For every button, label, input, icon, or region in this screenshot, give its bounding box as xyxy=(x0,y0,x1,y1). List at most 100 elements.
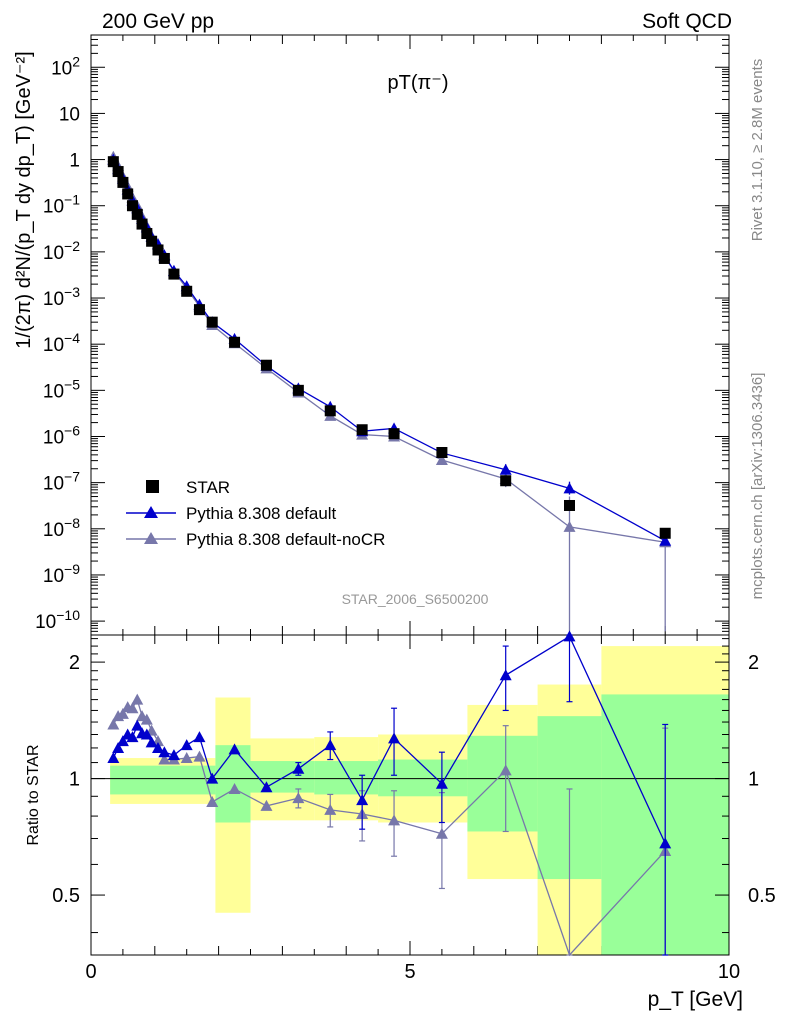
ratio-marker xyxy=(206,795,219,807)
ratio-tick-label-left: 0.5 xyxy=(52,885,80,907)
ratio-marker xyxy=(107,718,120,730)
ratio-tick-label-right: 2 xyxy=(748,652,759,674)
ratio-marker xyxy=(260,799,273,811)
data-marker xyxy=(292,384,304,396)
data-marker xyxy=(500,475,512,487)
y-tick-label: 10−8 xyxy=(43,515,80,541)
x-tick-label: 5 xyxy=(404,961,415,983)
ratio-tick-label-right: 1 xyxy=(748,769,759,791)
ratio-marker xyxy=(292,792,305,804)
y-tick-label: 10−6 xyxy=(43,422,80,448)
x-tick-label: 0 xyxy=(85,961,96,983)
data-marker xyxy=(193,304,205,316)
ratio-marker xyxy=(116,707,129,719)
ratio-marker xyxy=(151,741,164,753)
series-marker xyxy=(563,520,576,532)
ratio-marker xyxy=(324,803,337,815)
plot-title: pT(π⁻) xyxy=(387,72,448,94)
legend-marker-star xyxy=(146,480,159,493)
y-tick-label: 1 xyxy=(69,151,80,172)
data-marker xyxy=(324,405,336,417)
series-marker xyxy=(659,534,672,546)
ratio-marker xyxy=(260,781,273,793)
x-axis-label: p_T [GeV] xyxy=(648,988,743,1011)
main-panel: 10−10 10−9 10−8 10−7 10−6 10−5 10−4 10−3 10−2 10−… xyxy=(35,34,730,955)
y-tick-label: 10 xyxy=(59,104,80,125)
ratio-marker xyxy=(180,752,193,764)
ratio-marker xyxy=(140,713,153,725)
uncertainty-band-green xyxy=(467,735,538,832)
y-tick-label: 102 xyxy=(51,53,80,79)
ratio-marker xyxy=(292,762,305,774)
ratio-marker xyxy=(112,741,125,753)
ratio-marker xyxy=(388,732,401,744)
ratio-panel: 0 5 10 0.5 0.5 1 1 2 2 xyxy=(52,630,776,983)
ratio-tick-label-left: 1 xyxy=(69,769,80,791)
ratio-marker xyxy=(193,731,206,743)
ratio-marker xyxy=(435,777,448,789)
y-tick-label: 10−7 xyxy=(43,469,80,495)
ratio-marker xyxy=(206,772,219,784)
ratio-marker xyxy=(324,739,337,751)
data-marker xyxy=(117,176,129,188)
ratio-frame xyxy=(90,634,730,956)
data-marker xyxy=(356,424,368,436)
data-marker xyxy=(152,244,164,256)
ratio-marker xyxy=(107,752,120,764)
legend: STAR Pythia 8.308 default Pythia 8.308 d… xyxy=(126,478,385,549)
data-marker xyxy=(158,252,170,264)
header-right: Soft QCD xyxy=(642,10,732,33)
data-marker xyxy=(146,235,158,247)
y-tick-label: 10−4 xyxy=(43,330,80,356)
ratio-tick-label-left: 2 xyxy=(69,652,80,674)
legend-label-default: Pythia 8.308 default xyxy=(186,504,337,523)
ratio-marker xyxy=(499,669,512,681)
analysis-label: STAR_2006_S6500200 xyxy=(342,591,489,607)
uncertainty-band-green xyxy=(314,761,379,795)
data-marker xyxy=(181,285,193,297)
ratio-marker xyxy=(228,743,241,755)
y-tick-label: 10−5 xyxy=(43,376,80,402)
data-marker xyxy=(126,200,138,212)
legend-marker-nocr xyxy=(144,532,158,544)
data-marker xyxy=(436,446,448,458)
data-marker xyxy=(388,428,400,440)
mcplots-label: mcplots.cern.ch [arXiv:1306.3436] xyxy=(749,373,766,600)
data-marker xyxy=(564,499,575,511)
ratio-marker xyxy=(145,736,158,748)
y-tick-label: 10−9 xyxy=(43,561,80,587)
series-marker xyxy=(499,463,512,475)
data-marker xyxy=(659,527,671,539)
uncertainty-band-green xyxy=(110,765,216,795)
ratio-marker xyxy=(167,749,180,761)
ratio-marker xyxy=(180,739,193,751)
uncertainty-band-green xyxy=(215,745,251,823)
ratio-marker xyxy=(659,837,672,849)
ratio-marker xyxy=(388,814,401,826)
series-marker xyxy=(435,453,448,465)
uncertainty-band-green xyxy=(250,761,315,793)
data-marker xyxy=(136,218,148,230)
data-marker xyxy=(206,316,218,328)
data-marker xyxy=(141,228,153,240)
data-marker xyxy=(131,208,143,220)
data-marker xyxy=(122,188,134,200)
ratio-marker xyxy=(116,735,129,747)
ratio-marker xyxy=(499,764,512,776)
ratio-marker xyxy=(158,746,171,758)
ratio-axis-label: Ratio to STAR xyxy=(25,744,42,845)
ratio-marker xyxy=(435,827,448,839)
header-left: 200 GeV pp xyxy=(102,10,214,33)
data-marker xyxy=(112,166,124,178)
ratio-marker xyxy=(356,794,369,806)
ratio-marker xyxy=(193,750,206,762)
ratio-tick-label-right: 0.5 xyxy=(748,885,776,907)
legend-marker-default xyxy=(144,506,158,518)
ratio-marker xyxy=(158,753,171,765)
x-tick-label: 10 xyxy=(718,961,740,983)
y-axis-label: 1/(2π) d²N/(p_T dy dp_T) [GeV⁻²] xyxy=(13,51,35,348)
ratio-marker xyxy=(131,693,144,705)
rivet-label: Rivet 3.1.10, ≥ 2.8M events xyxy=(749,59,766,242)
y-tick-label: 10−2 xyxy=(43,238,80,264)
